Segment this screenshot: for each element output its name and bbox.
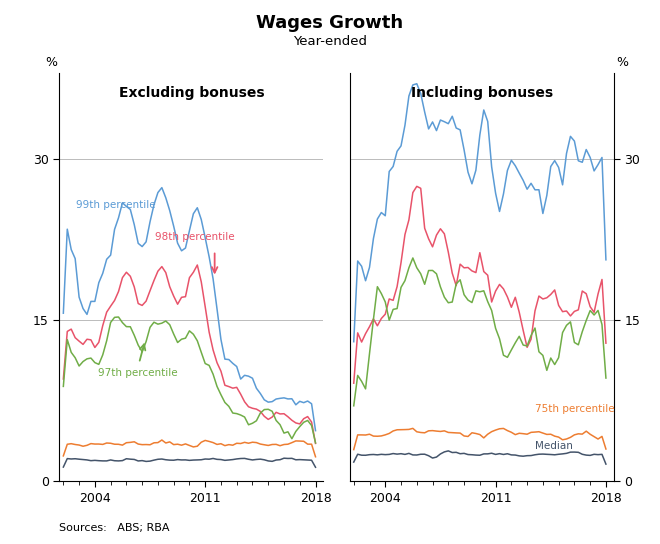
Text: 75th percentile: 75th percentile xyxy=(535,404,614,413)
Text: Including bonuses: Including bonuses xyxy=(411,85,553,100)
Text: 98th percentile: 98th percentile xyxy=(154,232,234,242)
Text: Sources:   ABS; RBA: Sources: ABS; RBA xyxy=(59,523,170,533)
Text: Wages Growth: Wages Growth xyxy=(257,14,403,32)
Text: Median: Median xyxy=(535,441,573,451)
Text: 97th percentile: 97th percentile xyxy=(98,368,178,378)
Text: %: % xyxy=(45,57,57,70)
Text: 99th percentile: 99th percentile xyxy=(76,200,156,209)
Text: %: % xyxy=(616,57,628,70)
Text: Excluding bonuses: Excluding bonuses xyxy=(119,85,264,100)
Text: Year-ended: Year-ended xyxy=(293,35,367,48)
